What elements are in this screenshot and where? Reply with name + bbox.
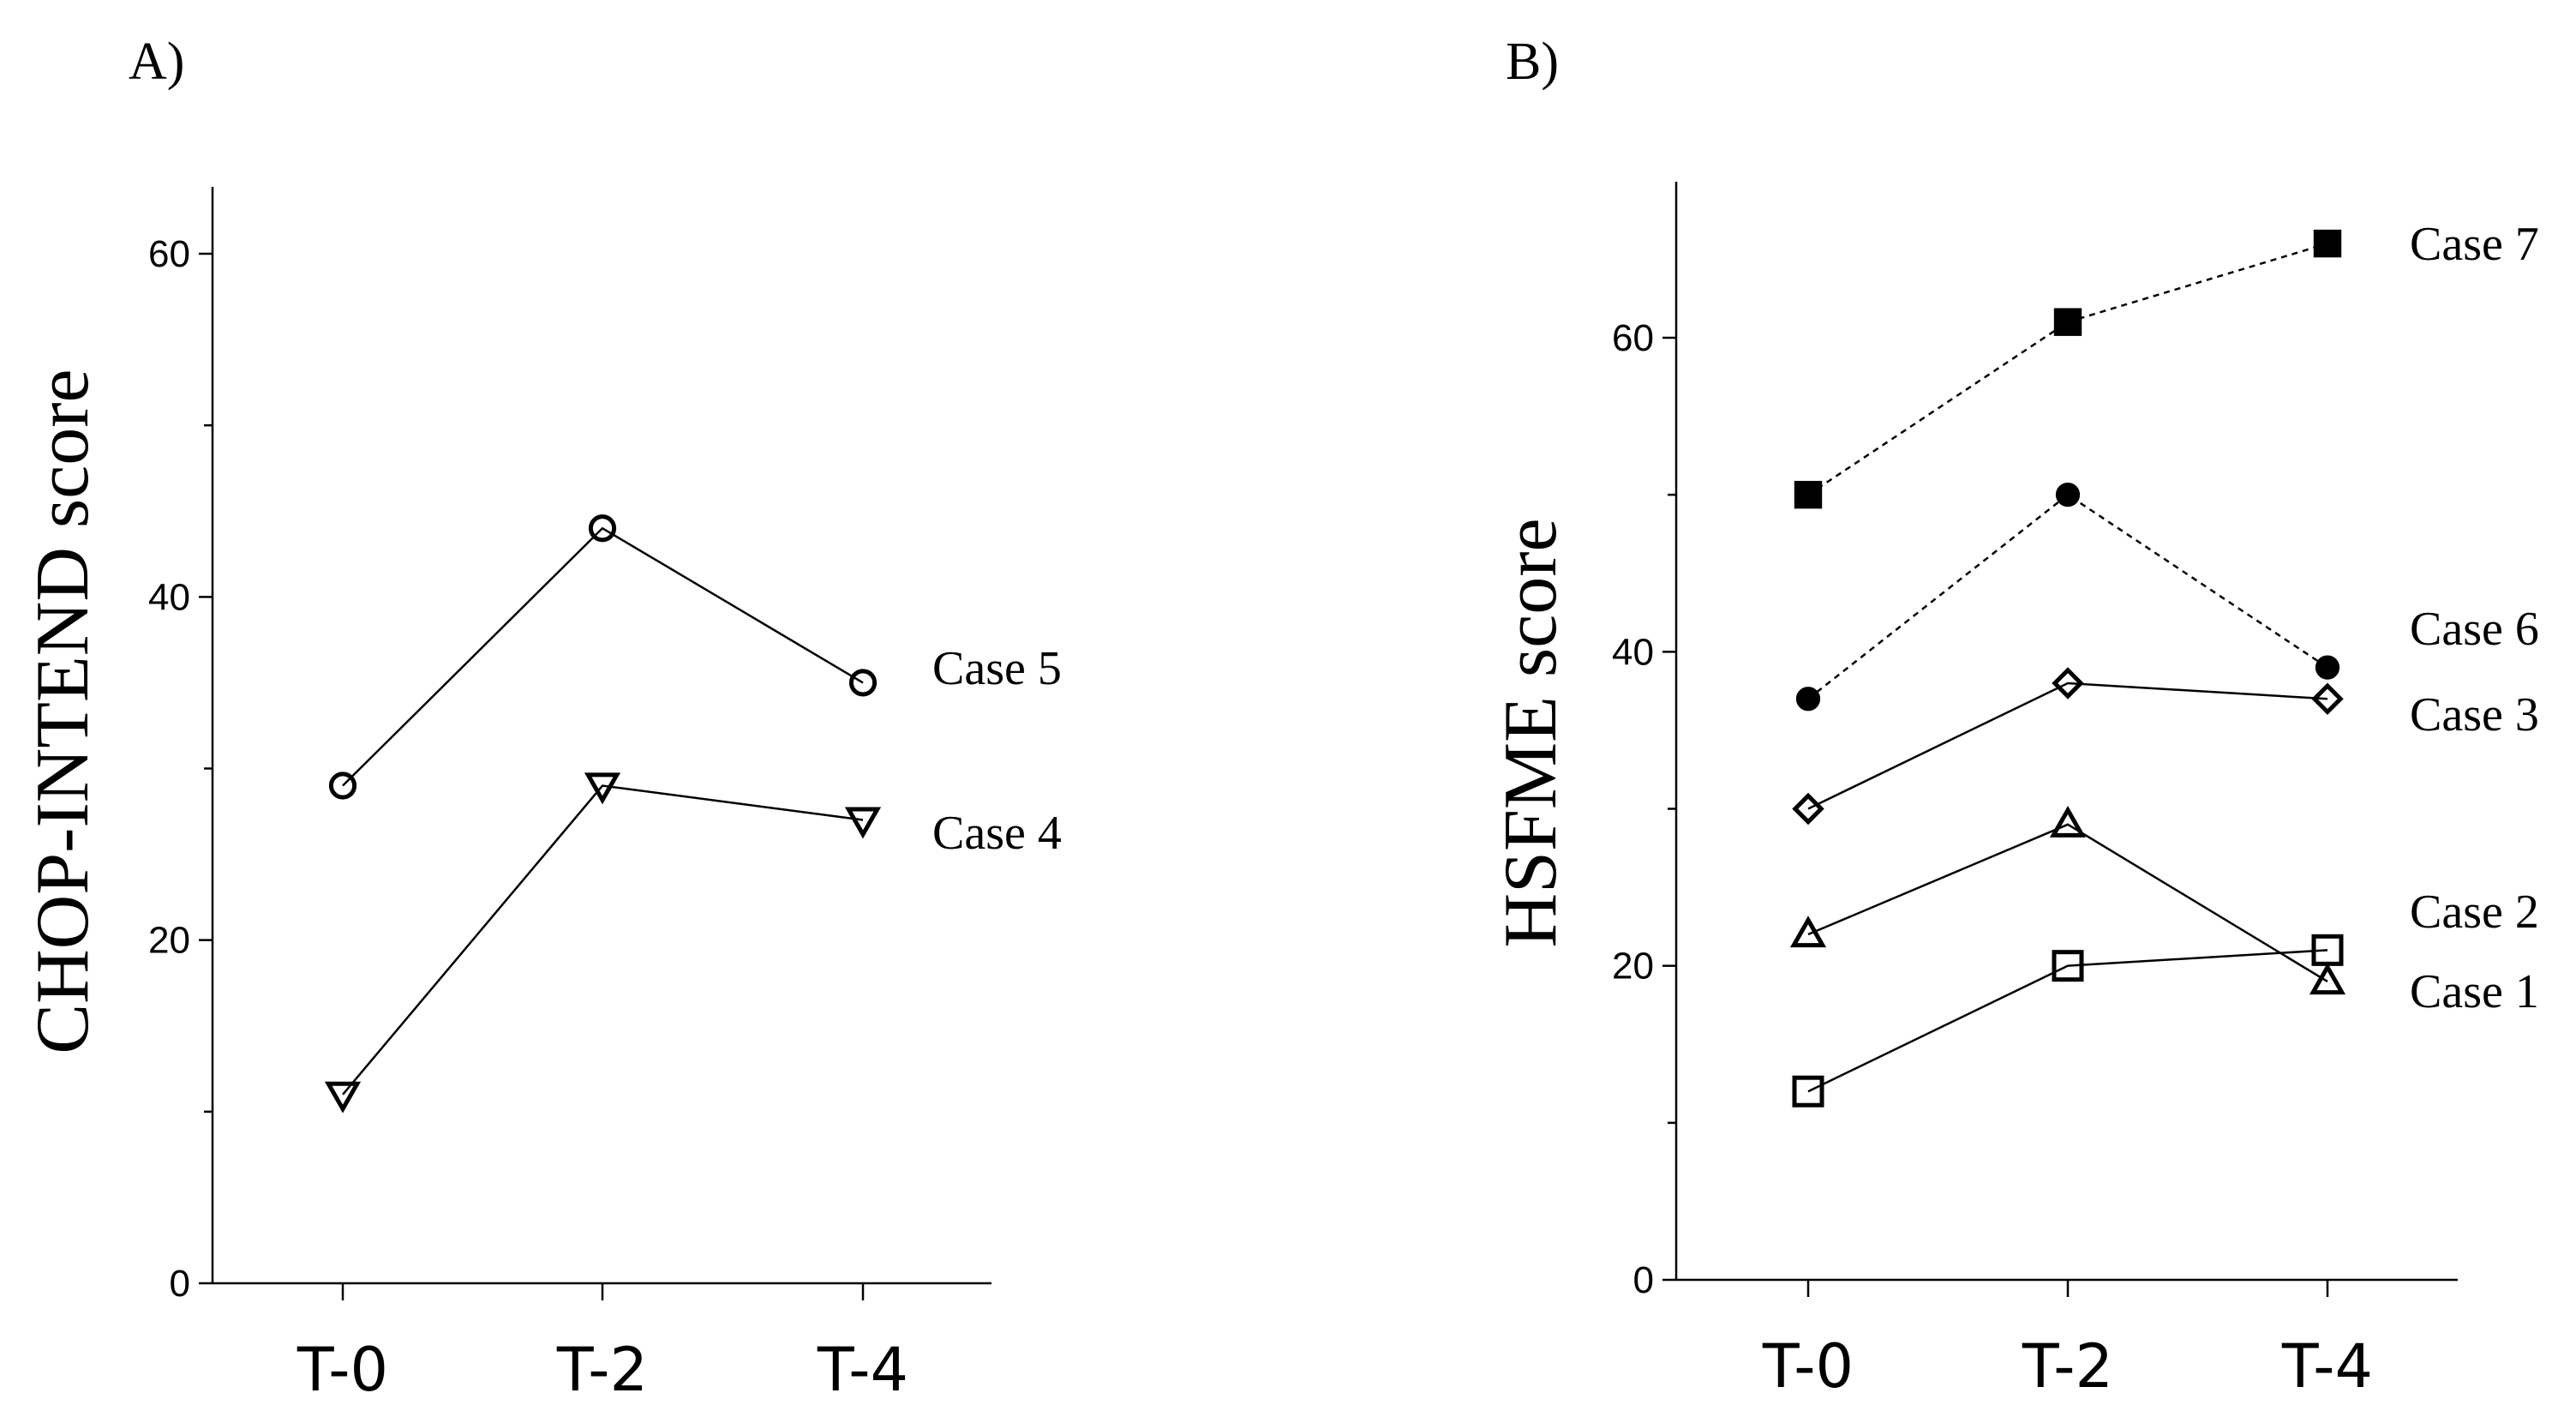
panel-b-case-3-label: Case 3 — [2410, 688, 2539, 742]
panel-b-axes: 0 20 40 60 T-0 T-2 T-4 — [1612, 182, 2458, 1402]
panel-a-case-4-label: Case 4 — [932, 807, 1062, 860]
panel-b-case-2-point — [2309, 963, 2346, 995]
panel-b-case-6-label: Case 6 — [2410, 603, 2539, 656]
panel-a-series: Case 5 Case 4 — [324, 514, 1062, 1114]
panel-a-case-4-point — [844, 807, 882, 839]
panel-b-series-case-7: Case 7 — [1794, 218, 2539, 509]
panel-a-case-4-point — [324, 1081, 362, 1114]
panel-b-case-1-line — [1807, 949, 2328, 1093]
panel-b-case-2-label: Case 2 — [2410, 886, 2539, 939]
panel-b-case-7-point — [2053, 308, 2082, 336]
panel-b-y-tick-label: 0 — [1633, 1259, 1654, 1301]
panel-b-case-1-point — [2311, 934, 2344, 966]
panel-b-y-tick-label: 60 — [1612, 317, 1654, 359]
panel-b-case-7-point — [2313, 229, 2342, 258]
panel-a-case-5-point — [328, 772, 357, 800]
panel-b-series: Case 7 Case 6 Case 3 Case 2 Case 1 — [1789, 218, 2539, 1108]
panel-b-case-7-point — [1794, 480, 1823, 509]
panel-b-label: B) — [1506, 33, 1559, 91]
panel-b-case-2-line — [1807, 823, 2328, 983]
panel-a-x-tick-label: T-2 — [556, 1335, 648, 1405]
panel-b-case-7-line — [1807, 242, 2328, 496]
panel-b-case-2-point — [2049, 805, 2087, 838]
panel-b-case-6-point — [2055, 483, 2081, 507]
panel-b-case-6-line — [1807, 493, 2328, 700]
panel-a-y-tick-label: 0 — [170, 1263, 190, 1305]
panel-b-x-tick-label: T-0 — [1762, 1331, 1854, 1402]
panel-b-case-3-line — [1807, 681, 2328, 810]
panel-b-x-tick-label: T-2 — [2022, 1331, 2113, 1402]
panel-a-series-case-4: Case 4 — [324, 772, 1062, 1114]
panel-b-y-tick-label: 20 — [1612, 946, 1654, 988]
panel-a-case-5-label: Case 5 — [932, 642, 1062, 695]
panel-b-series-case-1: Case 1 — [1792, 934, 2539, 1108]
panel-a-case-4-point — [584, 772, 621, 805]
panel-b-y-axis-label: HSFME score — [1489, 518, 1573, 947]
panel-b-series-case-2: Case 2 — [1789, 805, 2539, 995]
panel-a-case-5-line — [342, 526, 864, 787]
panel-b-case-3-point — [2052, 667, 2084, 699]
panel-a-y-tick-label: 40 — [148, 576, 190, 618]
panel-a-y-tick-label: 60 — [148, 233, 190, 275]
panel-a-case-5-point — [848, 669, 878, 697]
panel-b-series-case-6: Case 6 — [1795, 483, 2539, 712]
panel-a-axes: 0 20 40 60 T-0 T-2 T-4 — [148, 187, 991, 1405]
panel-a-x-tick-label: T-4 — [817, 1335, 908, 1405]
panel-b-case-3-point — [1792, 792, 1824, 826]
panel-a-label: A) — [129, 33, 184, 91]
panel-b-case-6-point — [1795, 687, 1821, 712]
panel-a-chart: A) CHOP-INTEND score 0 20 40 60 T-0 T-2 T-4 Ca… — [21, 33, 1062, 1405]
panel-b-x-tick-label: T-4 — [2281, 1331, 2373, 1402]
panel-a-y-axis-label: CHOP-INTEND score — [21, 369, 105, 1054]
panel-b-case-6-point — [2315, 655, 2340, 680]
panel-b-series-case-3: Case 3 — [1792, 667, 2539, 826]
panel-a-case-5-point — [588, 514, 617, 543]
panel-a-series-case-5: Case 5 — [328, 514, 1062, 800]
panel-b-case-7-label: Case 7 — [2410, 218, 2539, 271]
panel-a-case-4-line — [342, 784, 864, 1096]
panel-b-case-2-point — [1789, 916, 1827, 948]
panel-b-case-3-point — [2311, 682, 2344, 716]
panel-b-case-1-point — [1792, 1075, 1824, 1108]
panel-b-case-1-label: Case 1 — [2410, 965, 2539, 1018]
panel-b-y-tick-label: 40 — [1612, 631, 1654, 673]
panel-b-case-1-point — [2052, 950, 2084, 982]
panel-a-x-tick-label: T-0 — [297, 1335, 388, 1405]
panel-a-y-tick-label: 20 — [148, 920, 190, 962]
